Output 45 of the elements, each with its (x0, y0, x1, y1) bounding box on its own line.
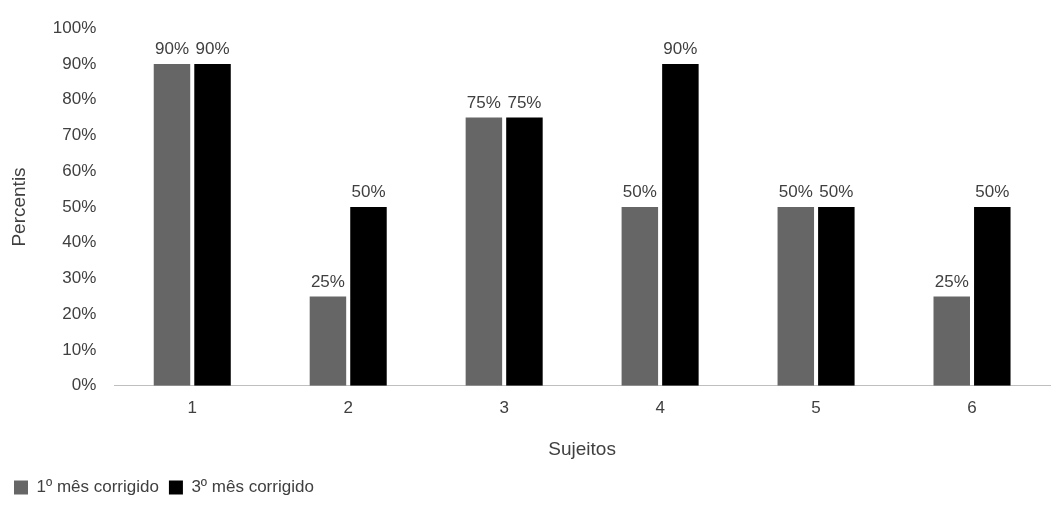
y-axis-title: Percentis (7, 167, 29, 247)
legend-label: 3º mês corrigido (191, 477, 314, 497)
y-tick-label: 90% (62, 53, 97, 73)
bar (777, 207, 815, 386)
x-tick-label: 5 (811, 397, 821, 417)
bar (662, 63, 699, 386)
data-label: 50% (351, 182, 386, 202)
bar (350, 207, 387, 386)
data-label: 90% (195, 39, 230, 59)
bar (818, 207, 855, 386)
data-label: 50% (975, 182, 1010, 202)
y-tick-label: 80% (62, 89, 97, 109)
data-label: 75% (507, 92, 542, 112)
bar (621, 207, 659, 386)
data-label: 25% (310, 271, 345, 291)
bar (933, 296, 970, 386)
x-tick-label: 1 (187, 397, 197, 417)
x-tick-label: 4 (655, 397, 665, 417)
y-tick-label: 10% (62, 339, 97, 359)
y-tick-label: 0% (71, 375, 97, 395)
bar (194, 63, 231, 386)
y-tick-label: 50% (62, 196, 97, 216)
bar (465, 117, 503, 386)
bar (309, 296, 347, 386)
x-axis-title: Sujeitos (548, 437, 616, 459)
x-tick-label: 2 (343, 397, 353, 417)
data-label: 50% (819, 182, 854, 202)
legend-label: 1º mês corrigido (36, 477, 159, 497)
x-tick-label: 3 (499, 397, 509, 417)
y-tick-label: 70% (62, 125, 97, 145)
x-tick-label: 6 (967, 397, 977, 417)
bar (506, 117, 543, 386)
bar (974, 207, 1011, 386)
y-tick-label: 100% (52, 17, 97, 37)
data-label: 25% (934, 271, 969, 291)
data-label: 75% (466, 92, 501, 112)
data-label: 90% (663, 39, 698, 59)
data-label: 90% (154, 39, 189, 59)
bar (153, 63, 191, 386)
data-label: 50% (622, 182, 657, 202)
y-tick-label: 30% (62, 268, 97, 288)
y-tick-label: 40% (62, 232, 97, 252)
data-label: 50% (778, 182, 813, 202)
y-tick-label: 20% (62, 303, 97, 323)
y-tick-label: 60% (62, 160, 97, 180)
